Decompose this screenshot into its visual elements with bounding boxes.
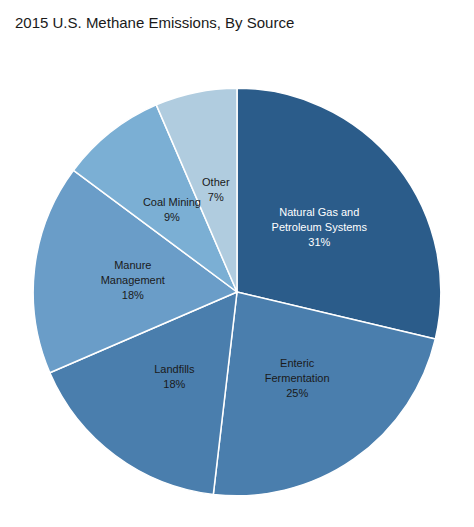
svg-text:18%: 18%: [122, 289, 144, 301]
svg-text:Natural Gas and: Natural Gas and: [279, 206, 359, 218]
svg-text:25%: 25%: [286, 387, 308, 399]
svg-text:Manure: Manure: [114, 259, 151, 271]
svg-text:18%: 18%: [163, 378, 185, 390]
svg-text:9%: 9%: [164, 211, 180, 223]
svg-text:2015 U.S. Methane Emissions, B: 2015 U.S. Methane Emissions, By Source: [15, 14, 294, 31]
svg-text:Coal Mining: Coal Mining: [143, 196, 201, 208]
svg-text:Other: Other: [202, 176, 230, 188]
svg-text:Landfills: Landfills: [154, 363, 195, 375]
svg-text:Enteric: Enteric: [280, 357, 315, 369]
svg-text:7%: 7%: [208, 191, 224, 203]
svg-text:Petroleum Systems: Petroleum Systems: [272, 221, 368, 233]
svg-text:Fermentation: Fermentation: [265, 372, 330, 384]
svg-text:Management: Management: [101, 274, 165, 286]
svg-text:31%: 31%: [308, 236, 330, 248]
